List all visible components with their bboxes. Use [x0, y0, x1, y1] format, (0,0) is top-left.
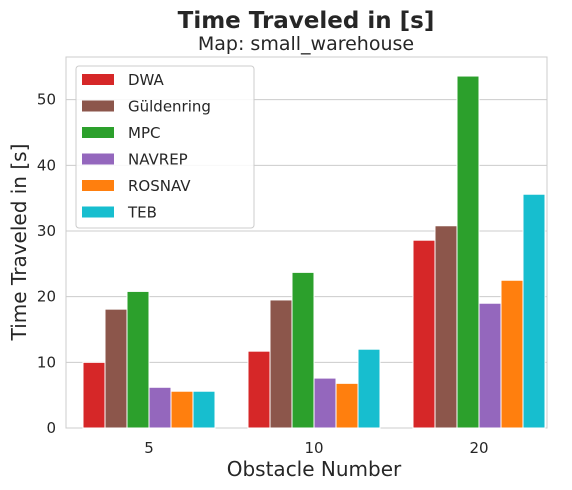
bar-teb-5 [193, 391, 215, 428]
y-axis-label: Time Traveled in [s] [7, 144, 31, 342]
bar-navrep-5 [149, 387, 171, 428]
y-tick-labels: 0 10 20 30 40 50 [37, 91, 56, 437]
x-tick-labels: 5 10 20 [144, 439, 488, 457]
y-tick-label: 20 [37, 288, 56, 306]
legend-box [76, 66, 254, 228]
legend-label: DWA [128, 71, 165, 89]
legend-swatch [82, 74, 114, 85]
bar-navrep-20 [479, 303, 501, 428]
bar-rosnav-10 [336, 383, 358, 428]
bar-navrep-10 [314, 378, 336, 428]
x-tick-label: 5 [144, 439, 154, 457]
legend-label: MPC [128, 124, 160, 142]
legend-label: ROSNAV [128, 177, 191, 195]
bar-mpc-5 [127, 291, 149, 428]
legend-label: TEB [127, 204, 157, 222]
bar-g-ldenring-5 [105, 309, 127, 428]
legend-swatch [82, 101, 114, 112]
chart-title: Time Traveled in [s] [178, 8, 435, 34]
bar-dwa-20 [413, 240, 435, 428]
legend-label: Güldenring [128, 98, 211, 116]
bar-rosnav-20 [501, 280, 523, 428]
y-tick-label: 30 [37, 222, 56, 240]
bar-g-ldenring-10 [270, 300, 292, 428]
bar-rosnav-5 [171, 391, 193, 428]
bar-teb-10 [358, 349, 380, 428]
bar-dwa-5 [83, 362, 105, 428]
x-axis-label: Obstacle Number [227, 457, 402, 481]
chart-subtitle: Map: small_warehouse [198, 33, 414, 55]
bar-mpc-10 [292, 272, 314, 428]
x-tick-label: 20 [469, 439, 488, 457]
legend: DWA Güldenring MPC NAVREP ROSNAV TEB [76, 66, 254, 228]
legend-label: NAVREP [128, 151, 188, 169]
bar-dwa-10 [248, 351, 270, 428]
legend-swatch [82, 207, 114, 218]
bar-mpc-20 [457, 76, 479, 428]
y-tick-label: 10 [37, 353, 56, 371]
y-tick-label: 50 [37, 91, 56, 109]
legend-swatch [82, 154, 114, 165]
legend-swatch [82, 127, 114, 138]
x-tick-label: 10 [304, 439, 323, 457]
y-tick-label: 0 [46, 419, 56, 437]
bar-teb-20 [523, 194, 545, 428]
y-tick-label: 40 [37, 156, 56, 174]
bar-g-ldenring-20 [435, 226, 457, 428]
legend-swatch [82, 180, 114, 191]
